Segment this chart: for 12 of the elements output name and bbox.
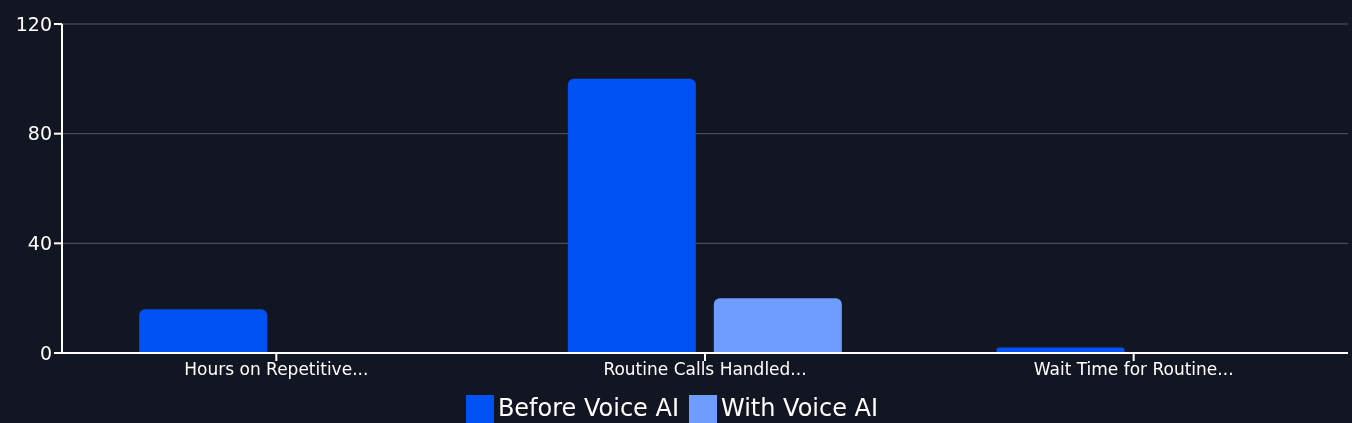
y-tick-label: 120	[15, 12, 52, 35]
y-tick-label: 80	[27, 122, 52, 145]
bar	[139, 309, 268, 353]
y-tick-label: 0	[39, 341, 52, 364]
legend-label: Before Voice AI	[497, 394, 679, 422]
legend-label: With Voice AI	[720, 394, 879, 422]
x-tick-label: Wait Time for Routine...	[1033, 359, 1234, 380]
bar	[713, 298, 842, 353]
x-tick-label: Routine Calls Handled...	[603, 359, 807, 380]
bar	[567, 78, 696, 353]
x-tick-label: Hours on Repetitive...	[184, 359, 369, 380]
y-tick-label: 40	[27, 232, 52, 255]
